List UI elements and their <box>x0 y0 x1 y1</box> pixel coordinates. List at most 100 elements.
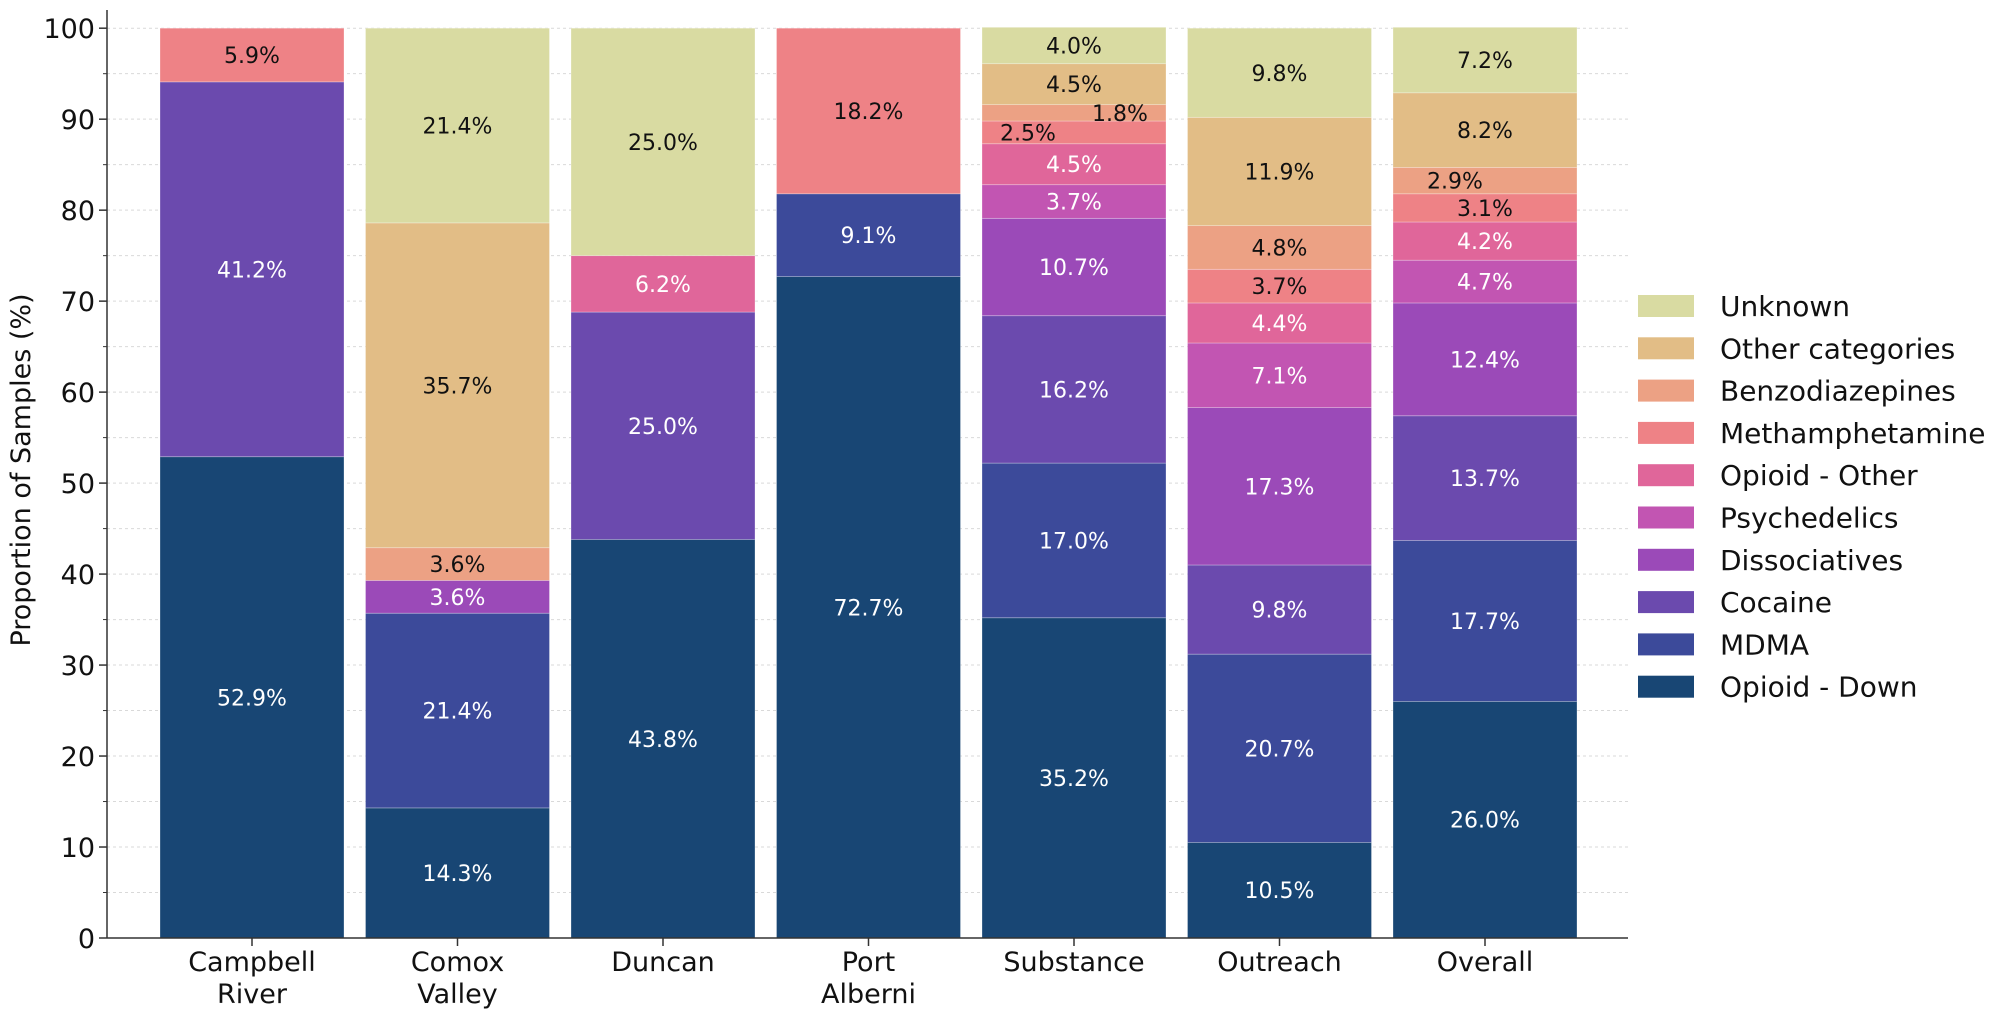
bar-value-label: 72.7% <box>834 596 904 621</box>
bar-value-label: 20.7% <box>1245 737 1315 762</box>
x-tick-label: River <box>217 979 288 1010</box>
legend-label: MDMA <box>1720 628 1809 661</box>
bar-value-label: 14.3% <box>423 862 493 887</box>
bar-value-label: 17.0% <box>1039 529 1109 554</box>
bar-value-label: 52.9% <box>217 686 287 711</box>
bar-value-label: 12.4% <box>1450 348 1520 373</box>
bar-segment <box>570 27 756 257</box>
bar-segment <box>981 462 1167 619</box>
bar-segment <box>981 184 1167 219</box>
bar-segment <box>1392 166 1578 195</box>
bar-value-label: 21.4% <box>423 115 493 140</box>
bar-value-label: 25.0% <box>628 415 698 440</box>
bar-segment <box>981 143 1167 186</box>
x-tick-label: Port <box>842 947 896 978</box>
y-tick-label: 30 <box>61 651 95 682</box>
bar-value-label: 26.0% <box>1450 809 1520 834</box>
bar-value-label: 35.7% <box>423 374 493 399</box>
bar-value-label: 1.8% <box>1092 102 1148 127</box>
legend: Unknown Other categories Benzodiazepines Me… <box>1638 290 1985 704</box>
bar-segment <box>365 580 550 614</box>
bar-value-label: 25.0% <box>628 131 698 156</box>
bar-value-label: 10.5% <box>1245 879 1315 904</box>
bar-value-label: 3.7% <box>1046 191 1102 216</box>
bar-segment <box>1392 302 1578 417</box>
bar-segment <box>1187 268 1372 304</box>
y-tick-label: 60 <box>61 378 95 409</box>
bar-segment <box>981 617 1167 939</box>
bar-segment <box>1392 221 1578 261</box>
bar-segment <box>1187 342 1372 408</box>
legend-swatch <box>1638 421 1694 444</box>
bar-value-label: 4.0% <box>1046 34 1102 59</box>
legend-swatch <box>1638 506 1694 529</box>
y-tick-label: 10 <box>61 833 95 864</box>
bar-value-label: 11.9% <box>1245 160 1315 185</box>
legend-label: Psychedelics <box>1720 502 1898 535</box>
legend-swatch <box>1638 295 1694 317</box>
y-tick-label: 0 <box>78 924 95 955</box>
legend-label: Other categories <box>1720 332 1955 365</box>
y-tick-label: 50 <box>61 469 95 500</box>
bar-value-label: 4.5% <box>1046 153 1102 178</box>
bar-segment <box>1187 564 1372 655</box>
bar-value-label: 9.8% <box>1252 599 1308 624</box>
y-tick-label: 70 <box>61 287 95 318</box>
bar-value-label: 3.6% <box>430 586 486 611</box>
y-tick-label: 20 <box>61 742 95 773</box>
bar-value-label: 7.1% <box>1252 364 1308 389</box>
x-tick-label: Outreach <box>1217 947 1342 978</box>
legend-swatch <box>1638 633 1694 656</box>
bar-segment <box>776 276 961 939</box>
bar-segment <box>159 27 345 83</box>
bar-value-label: 3.7% <box>1252 275 1308 300</box>
bar-value-label: 4.5% <box>1046 73 1102 98</box>
bar-segment <box>1187 116 1372 227</box>
x-tick-label: Alberni <box>821 979 916 1010</box>
y-tick-label: 100 <box>43 14 95 45</box>
bar-value-label: 16.2% <box>1039 378 1109 403</box>
y-tick-label: 80 <box>61 196 95 227</box>
bar-labels: 52.9% 41.2% 5.9% 14.3% 21.4% 3.6% 3.6% 35.7% 21.… <box>217 34 1520 904</box>
x-tick-label: Valley <box>417 979 498 1010</box>
legend-label: Dissociatives <box>1720 544 1903 577</box>
bar-segment <box>981 63 1167 106</box>
legend-swatch <box>1638 548 1694 571</box>
bar-segment <box>981 26 1167 65</box>
bar-segment <box>365 27 550 224</box>
legend-label: Benzodiazepines <box>1720 375 1956 408</box>
bar-value-label: 35.2% <box>1039 767 1109 792</box>
gridlines <box>107 27 1628 894</box>
bar-segment <box>1187 27 1372 118</box>
x-tick-label: Substance <box>1003 947 1144 978</box>
bar-value-label: 41.2% <box>217 258 287 283</box>
bar-segment <box>1392 26 1578 94</box>
legend-label: Opioid - Down <box>1720 671 1918 704</box>
x-tick-label: Campbell <box>188 947 316 978</box>
legend-label: Methamphetamine <box>1720 417 1985 450</box>
legend-label: Opioid - Other <box>1720 459 1918 492</box>
bar-value-label: 9.1% <box>841 224 897 249</box>
bar-segment <box>365 547 550 581</box>
legend-swatch <box>1638 464 1694 487</box>
bar-segment <box>981 217 1167 317</box>
x-tick-label: Overall <box>1437 947 1534 978</box>
bar-segment <box>1392 701 1578 939</box>
bar-segment <box>1187 407 1372 566</box>
bar-segment <box>570 255 756 313</box>
bar-segment <box>159 456 345 939</box>
bar-segment <box>776 193 961 277</box>
bar-value-label: 8.2% <box>1457 119 1513 144</box>
bar-value-label: 4.2% <box>1457 230 1513 255</box>
bar-value-label: 6.2% <box>635 273 691 298</box>
bar-segment <box>1392 92 1578 168</box>
bar-segment <box>570 539 756 939</box>
x-tick-label: Duncan <box>611 947 715 978</box>
bar-value-label: 4.8% <box>1252 236 1308 261</box>
bar-segment <box>776 27 961 195</box>
bar-value-label: 3.6% <box>430 553 486 578</box>
bar-segment <box>1392 415 1578 541</box>
y-axis-title: Proportion of Samples (%) <box>6 293 37 646</box>
bar-value-label: 4.4% <box>1252 312 1308 337</box>
bar-value-label: 13.7% <box>1450 467 1520 492</box>
